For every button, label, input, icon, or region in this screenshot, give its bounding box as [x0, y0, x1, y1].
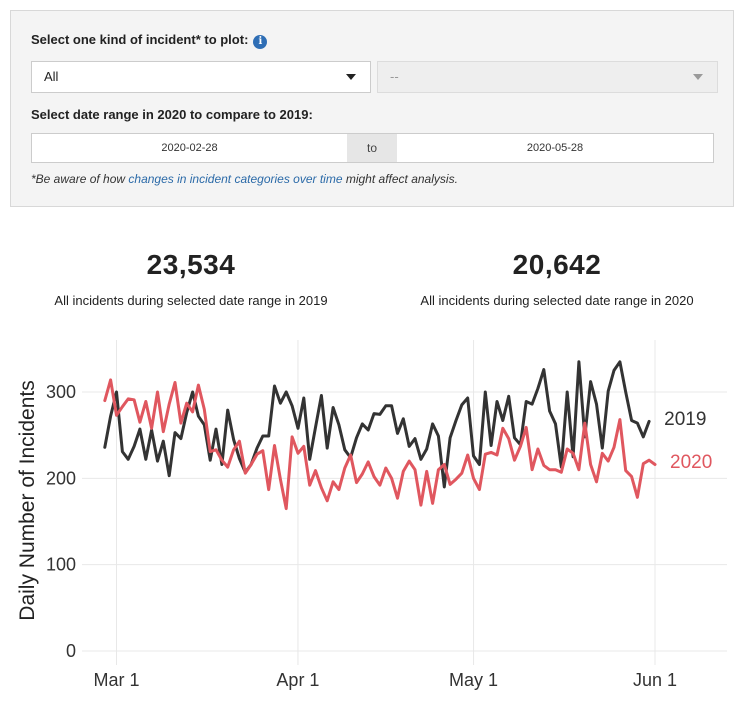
y-tick-label: 300	[46, 382, 76, 402]
incident-subcategory-select[interactable]: --	[377, 61, 718, 93]
filter-panel: Select one kind of incident* to plot: i A…	[10, 10, 734, 207]
note-suffix: might affect analysis.	[342, 172, 458, 186]
stat-2020-value: 20,642	[512, 249, 602, 280]
x-tick-label: Apr 1	[276, 670, 319, 690]
category-changes-link[interactable]: changes in incident categories over time	[128, 172, 343, 186]
stat-2019-caption: All incidents during selected date range…	[54, 293, 328, 308]
stat-2020-caption: All incidents during selected date range…	[420, 293, 694, 308]
chevron-down-icon	[346, 74, 356, 80]
chevron-down-icon	[693, 74, 703, 80]
series-line-2020	[103, 378, 657, 511]
incident-subcategory-value: --	[390, 69, 399, 84]
incident-type-value: All	[44, 69, 59, 84]
start-date-input[interactable]: 2020-02-28	[161, 142, 218, 154]
y-tick-label: 200	[46, 468, 76, 488]
info-icon[interactable]: i	[253, 35, 268, 49]
incident-type-select[interactable]: All	[31, 61, 371, 93]
incident-select-label: Select one kind of incident* to plot: i	[31, 32, 268, 49]
x-tick-label: Mar 1	[93, 670, 139, 690]
note-prefix: *Be aware of how	[31, 172, 129, 186]
series-label-2019: 2019	[664, 409, 706, 430]
series-label-2020: 2020	[670, 452, 712, 473]
stat-2019-value: 23,534	[146, 249, 236, 280]
date-range-label: Select date range in 2020 to compare to …	[31, 107, 313, 122]
x-tick-label: Jun 1	[633, 670, 677, 690]
date-range-separator: to	[347, 134, 397, 162]
y-axis-label: Daily Number of Incidents	[16, 380, 39, 620]
x-tick-label: May 1	[449, 670, 498, 690]
end-date-input[interactable]: 2020-05-28	[526, 142, 584, 154]
series-line-2019	[103, 360, 651, 489]
category-change-note: *Be aware of how changes in incident cat…	[31, 172, 458, 186]
incident-select-label-text: Select one kind of incident* to plot:	[31, 32, 249, 47]
y-tick-label: 100	[46, 555, 76, 575]
date-range-picker: 2020-02-28 to 2020-05-28	[31, 133, 714, 163]
y-tick-label: 0	[66, 641, 76, 661]
